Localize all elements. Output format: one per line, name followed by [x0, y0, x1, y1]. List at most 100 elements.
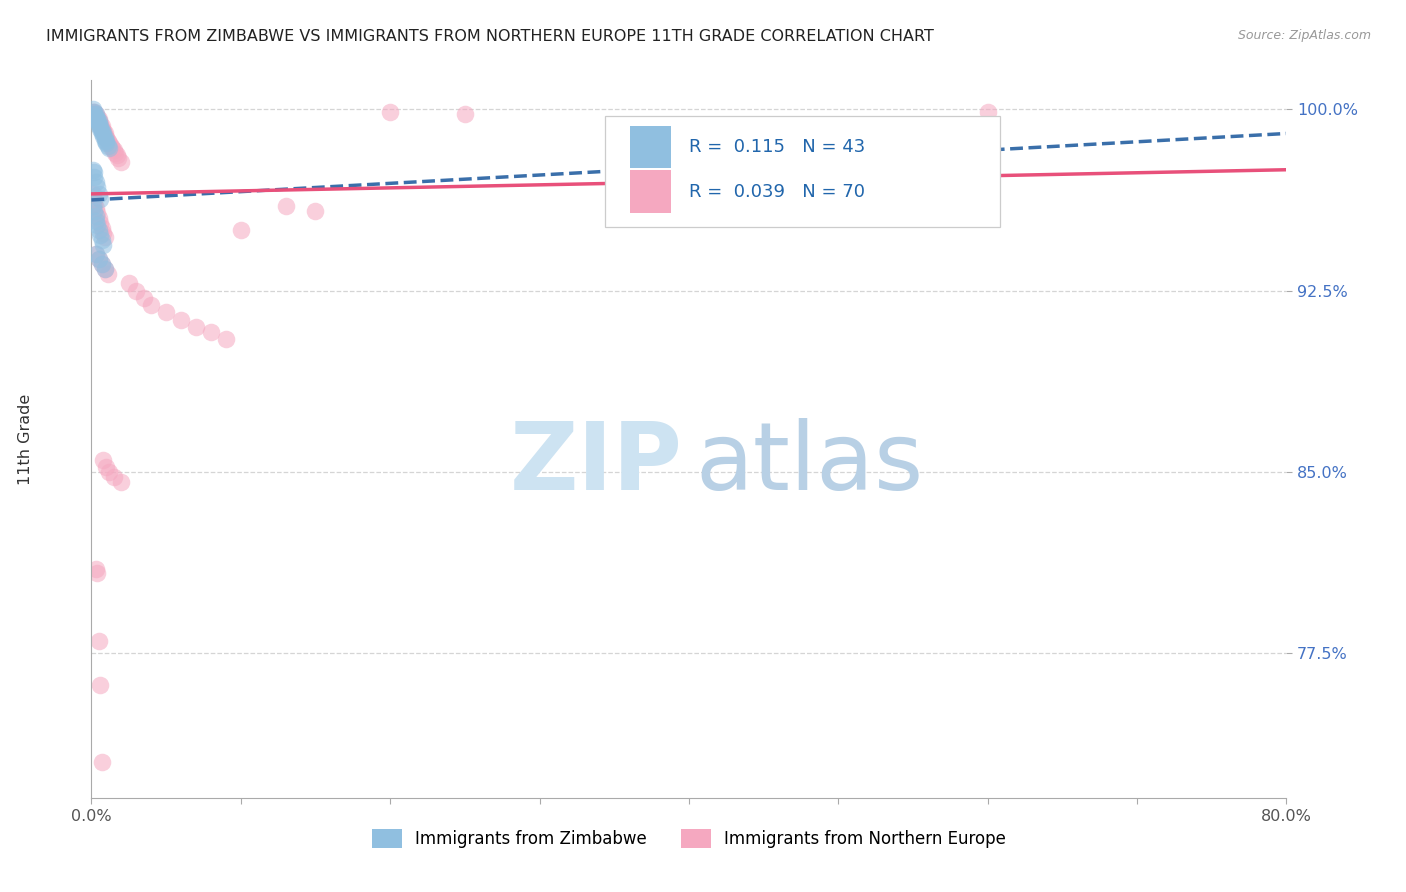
Point	[84, 107, 107, 121]
Point	[93, 128, 115, 143]
Point	[87, 114, 110, 128]
Point	[100, 138, 122, 153]
Point	[87, 117, 110, 131]
Point	[83, 110, 105, 124]
Point	[83, 203, 105, 218]
Point	[229, 223, 252, 237]
Text: IMMIGRANTS FROM ZIMBABWE VS IMMIGRANTS FROM NORTHERN EUROPE 11TH GRADE CORRELATI: IMMIGRANTS FROM ZIMBABWE VS IMMIGRANTS F…	[46, 29, 934, 44]
Point	[87, 114, 110, 128]
Point	[94, 127, 117, 141]
Point	[96, 131, 118, 145]
Y-axis label: 11th Grade: 11th Grade	[18, 393, 34, 485]
Point	[454, 107, 477, 121]
Point	[94, 134, 117, 148]
Point	[84, 110, 107, 124]
Point	[90, 755, 112, 769]
Point	[90, 233, 112, 247]
Point	[274, 199, 297, 213]
Point	[86, 110, 108, 124]
Point	[101, 141, 124, 155]
Point	[107, 151, 129, 165]
Point	[87, 252, 110, 267]
Point	[90, 127, 112, 141]
Point	[96, 134, 118, 148]
Point	[103, 470, 125, 484]
Point	[98, 141, 121, 155]
Point	[170, 312, 193, 326]
Text: Source: ZipAtlas.com: Source: ZipAtlas.com	[1237, 29, 1371, 42]
Point	[83, 107, 105, 121]
Point	[84, 175, 107, 189]
Text: ZIP: ZIP	[510, 418, 683, 510]
Point	[90, 119, 112, 133]
Point	[93, 124, 115, 138]
Point	[96, 136, 118, 150]
Text: R =  0.115   N = 43: R = 0.115 N = 43	[689, 138, 865, 156]
Point	[90, 124, 112, 138]
Point	[93, 453, 115, 467]
Point	[89, 119, 111, 133]
Point	[83, 169, 105, 184]
Point	[118, 277, 141, 291]
Point	[96, 460, 118, 475]
Point	[94, 131, 117, 145]
Point	[82, 162, 104, 177]
Point	[110, 155, 132, 169]
Point	[86, 112, 108, 126]
Point	[155, 305, 177, 319]
Point	[83, 104, 105, 119]
Point	[89, 216, 111, 230]
Point	[84, 110, 107, 124]
Point	[215, 332, 238, 346]
Point	[380, 104, 402, 119]
FancyBboxPatch shape	[630, 126, 671, 169]
Point	[90, 121, 112, 136]
Point	[86, 206, 108, 220]
Point	[97, 134, 120, 148]
Point	[86, 219, 108, 233]
Point	[103, 144, 125, 158]
Point	[105, 148, 128, 162]
Point	[97, 267, 120, 281]
Legend: Immigrants from Zimbabwe, Immigrants from Northern Europe: Immigrants from Zimbabwe, Immigrants fro…	[366, 822, 1012, 855]
Point	[84, 112, 107, 126]
Point	[83, 165, 105, 179]
Text: R =  0.039   N = 70: R = 0.039 N = 70	[689, 183, 865, 201]
Point	[84, 213, 107, 227]
Point	[86, 114, 108, 128]
Point	[84, 247, 107, 261]
Point	[90, 257, 112, 271]
Point	[94, 230, 117, 244]
Point	[93, 226, 115, 240]
Point	[87, 634, 110, 648]
Point	[89, 117, 111, 131]
Point	[87, 211, 110, 225]
Point	[93, 127, 115, 141]
Point	[82, 186, 104, 201]
Point	[84, 209, 107, 223]
Text: atlas: atlas	[695, 418, 924, 510]
Point	[94, 128, 117, 143]
Point	[96, 131, 118, 145]
Point	[82, 103, 104, 117]
Point	[89, 678, 111, 692]
Point	[184, 319, 207, 334]
Point	[98, 136, 121, 150]
Point	[98, 465, 121, 479]
Point	[83, 192, 105, 206]
Point	[93, 237, 115, 252]
Point	[84, 247, 107, 261]
Point	[83, 104, 105, 119]
Point	[87, 252, 110, 267]
Point	[976, 104, 998, 119]
Point	[200, 325, 222, 339]
Point	[84, 202, 107, 216]
Point	[87, 223, 110, 237]
Point	[83, 196, 105, 211]
Point	[132, 291, 155, 305]
Point	[87, 117, 110, 131]
Point	[94, 261, 117, 276]
Point	[84, 107, 107, 121]
Point	[125, 284, 148, 298]
Point	[93, 124, 115, 138]
